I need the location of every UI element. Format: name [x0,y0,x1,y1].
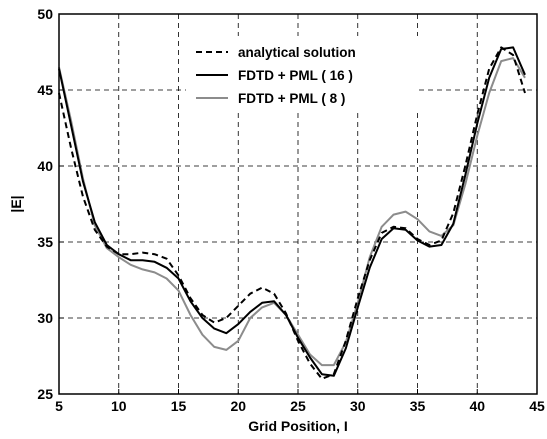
x-tick-label: 10 [111,398,127,414]
x-tick-label: 45 [529,398,545,414]
legend: analytical solution FDTD + PML ( 16 ) FDTD… [186,36,418,112]
x-tick-label: 40 [469,398,485,414]
legend-label: analytical solution [238,45,356,60]
x-tick-label: 25 [290,398,306,414]
legend-label: FDTD + PML ( 16 ) [238,68,353,83]
y-tick-label: 35 [37,234,53,250]
y-tick-label: 50 [37,6,53,22]
x-tick-label: 5 [55,398,63,414]
x-tick-label: 20 [230,398,246,414]
y-tick-label: 45 [37,82,53,98]
legend-label: FDTD + PML ( 8 ) [238,91,345,106]
y-tick-label: 40 [37,158,53,174]
y-tick-label: 30 [37,310,53,326]
x-tick-label: 35 [410,398,426,414]
y-tick-label: 25 [37,386,53,402]
y-axis-title: |E| [8,195,24,212]
x-tick-label: 15 [171,398,187,414]
x-tick-label: 30 [350,398,366,414]
x-axis-title: Grid Position, I [248,418,348,434]
